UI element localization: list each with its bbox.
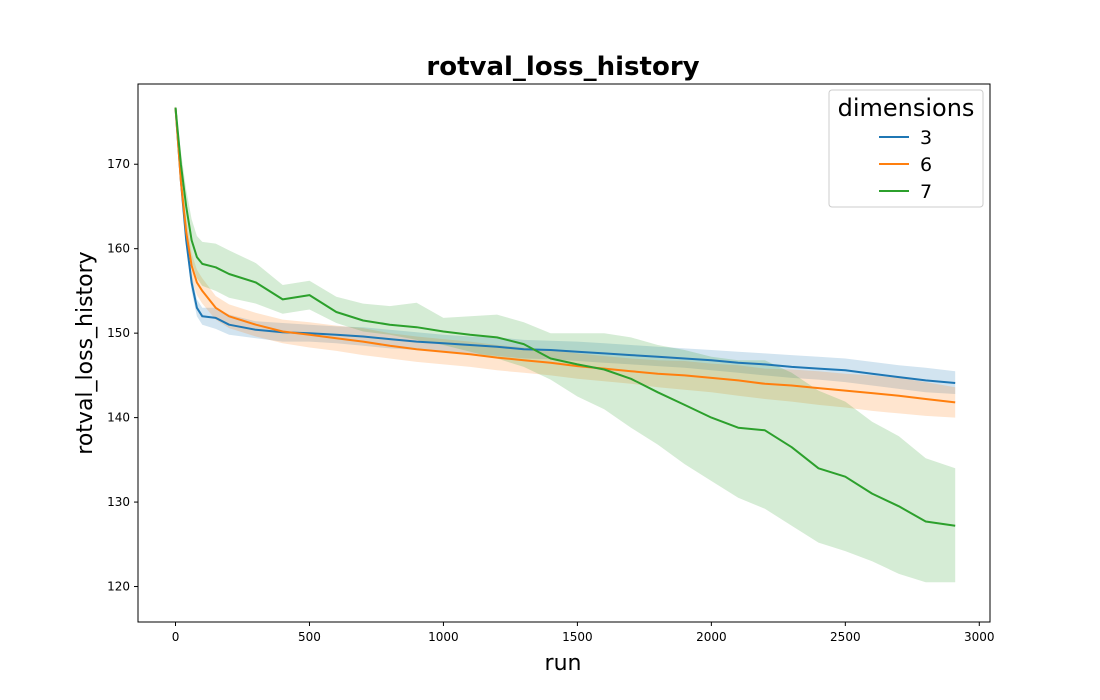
series-3-line: [174, 107, 956, 384]
x-axis-title: run: [545, 651, 582, 676]
y-tick-label: 140: [107, 411, 130, 425]
y-axis-title: rotval_loss_history: [73, 251, 98, 454]
y-axis: 120 130 140 150 160 170: [107, 157, 138, 594]
series-7-band: [175, 106, 956, 583]
y-tick-label: 160: [107, 242, 130, 256]
x-axis: 0 500 1000 1500 2000 2500 3000: [172, 622, 995, 644]
x-tick-label: 500: [298, 630, 321, 644]
chart-title: rotval_loss_history: [426, 52, 699, 82]
series-3-band: [175, 106, 956, 394]
series-6-band: [175, 106, 956, 418]
legend-items: 3 6 7: [879, 127, 932, 203]
x-tick-label: 0: [172, 630, 180, 644]
legend: dimensions 3 6 7: [828, 89, 984, 208]
y-tick-label: 170: [107, 157, 130, 171]
legend-title: dimensions: [838, 94, 975, 122]
legend-frame: [828, 89, 984, 208]
x-tick-label: 3000: [964, 630, 995, 644]
x-tick-label: 2000: [696, 630, 727, 644]
confidence-bands: [175, 106, 956, 583]
plot-frame: [137, 83, 991, 623]
x-tick-label: 2500: [830, 630, 861, 644]
legend-label-3: 3: [920, 127, 932, 149]
series-7-line: [174, 107, 956, 527]
x-tick-label: 1500: [562, 630, 593, 644]
y-tick-label: 130: [107, 495, 130, 509]
y-tick-label: 150: [107, 326, 130, 340]
y-tick-label: 120: [107, 580, 130, 594]
series-lines: [174, 107, 956, 527]
legend-label-7: 7: [920, 181, 932, 203]
x-tick-label: 1000: [428, 630, 459, 644]
series-6-line: [174, 107, 956, 404]
legend-label-6: 6: [920, 154, 932, 176]
